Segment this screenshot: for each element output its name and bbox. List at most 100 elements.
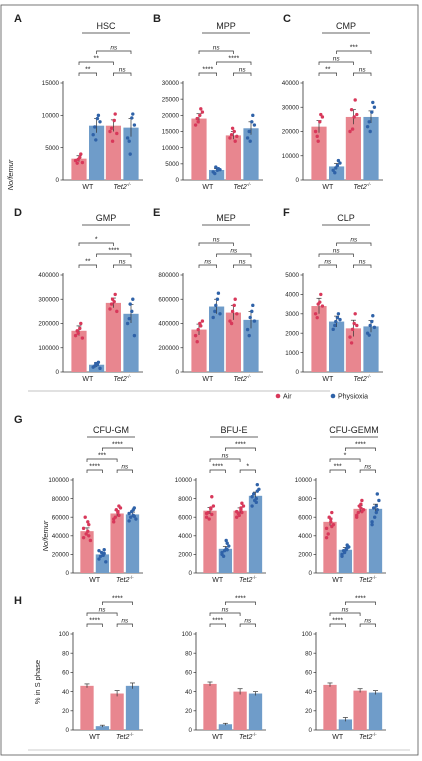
y-tick-label: 100 — [302, 631, 313, 638]
y-tick-label: 0 — [176, 369, 180, 376]
legend-dot-air — [275, 393, 281, 399]
data-point-physioxia — [211, 315, 215, 320]
bar-air — [71, 158, 87, 180]
data-point-air — [324, 526, 329, 531]
significance-label: *** — [334, 464, 342, 471]
data-point-physioxia — [216, 291, 221, 295]
data-point-air — [320, 115, 325, 119]
significance-bracket — [113, 264, 132, 268]
y-tick-label: 60 — [185, 670, 192, 677]
data-point-physioxia — [342, 550, 347, 555]
bar-physioxia — [123, 313, 139, 372]
significance-bracket — [198, 72, 217, 76]
panel-letter-F: F — [283, 207, 290, 219]
data-point-physioxia — [134, 517, 138, 521]
y-tick-label: 80 — [185, 650, 192, 657]
data-point-air — [113, 112, 117, 116]
significance-label: **** — [212, 464, 223, 471]
y-tick-label: 0 — [296, 177, 300, 184]
data-point-air — [315, 315, 319, 320]
significance-label: * — [344, 453, 347, 460]
bar-physioxia — [89, 364, 105, 372]
legend-label-air: Air — [283, 394, 292, 401]
data-point-physioxia — [338, 317, 342, 322]
bar-physioxia — [209, 306, 225, 372]
significance-bracket — [209, 469, 226, 473]
data-point-physioxia — [218, 312, 222, 316]
data-point-physioxia — [98, 554, 103, 558]
y-tick-label: 8000 — [298, 496, 312, 503]
data-point-air — [196, 120, 200, 124]
data-point-air — [88, 538, 93, 543]
significance-label: ns — [359, 259, 367, 266]
data-point-physioxia — [375, 492, 379, 496]
y-tick-label: 400000 — [158, 321, 179, 328]
data-point-physioxia — [130, 116, 134, 120]
x-tick-label: WT — [202, 184, 214, 191]
data-point-physioxia — [215, 297, 220, 301]
y-tick-label: 100000 — [48, 477, 69, 484]
significance-bracket — [78, 242, 114, 246]
significance-bracket — [116, 623, 133, 627]
bar-physioxia — [338, 719, 353, 730]
significance-label: ** — [85, 259, 91, 266]
data-point-physioxia — [373, 515, 377, 519]
data-point-air — [195, 339, 199, 344]
data-point-air — [237, 513, 241, 518]
data-point-air — [348, 335, 352, 339]
significance-label: ns — [110, 45, 118, 52]
data-point-air — [352, 321, 356, 326]
significance-label: **** — [112, 442, 123, 449]
data-point-physioxia — [334, 166, 338, 170]
x-tick-label: Tet2-/- — [233, 374, 251, 383]
significance-bracket — [78, 61, 114, 65]
data-point-air — [196, 327, 200, 332]
significance-bracket — [318, 264, 337, 268]
x-tick-label: Tet2-/- — [359, 732, 377, 741]
x-tick-label: WT — [332, 734, 344, 741]
data-point-air — [360, 509, 364, 514]
data-point-physioxia — [97, 557, 101, 561]
significance-label: **** — [112, 596, 123, 603]
y-tick-label: 15000 — [162, 129, 180, 136]
data-point-physioxia — [251, 113, 255, 118]
data-point-physioxia — [372, 105, 377, 109]
significance-label: **** — [355, 442, 366, 449]
data-point-air — [232, 303, 236, 308]
y-tick-label: 600000 — [158, 296, 179, 303]
data-point-physioxia — [128, 152, 132, 156]
data-point-air — [316, 139, 320, 143]
data-point-air — [229, 321, 234, 326]
data-point-physioxia — [248, 139, 252, 143]
y-tick-label: 80 — [305, 650, 312, 657]
significance-label: ns — [119, 259, 127, 266]
data-point-physioxia — [336, 312, 341, 316]
significance-bracket — [86, 458, 118, 462]
data-point-physioxia — [214, 165, 218, 169]
data-point-air — [112, 299, 116, 304]
data-point-air — [235, 515, 239, 519]
data-point-physioxia — [331, 327, 335, 332]
y-tick-label: 30000 — [162, 80, 180, 87]
significance-bracket — [216, 253, 252, 257]
panel-letter-H: H — [14, 595, 22, 607]
significance-label: ns — [239, 259, 247, 266]
data-point-physioxia — [251, 303, 255, 308]
data-point-air — [110, 297, 115, 301]
data-point-air — [109, 302, 114, 306]
data-point-physioxia — [368, 129, 372, 134]
data-point-physioxia — [252, 319, 257, 323]
data-point-air — [86, 520, 90, 524]
bar-physioxia — [89, 125, 105, 180]
x-tick-label: Tet2-/- — [116, 732, 134, 741]
data-point-air — [355, 323, 359, 328]
data-point-physioxia — [131, 297, 135, 301]
data-point-physioxia — [335, 163, 340, 168]
bar-air — [203, 510, 217, 573]
panel-title: BFU-E — [221, 425, 248, 435]
data-point-air — [211, 504, 216, 508]
y-tick-label: 10000 — [42, 113, 60, 120]
significance-label: **** — [108, 248, 119, 255]
y-tick-label: 80 — [62, 650, 69, 657]
data-point-physioxia — [125, 136, 130, 140]
